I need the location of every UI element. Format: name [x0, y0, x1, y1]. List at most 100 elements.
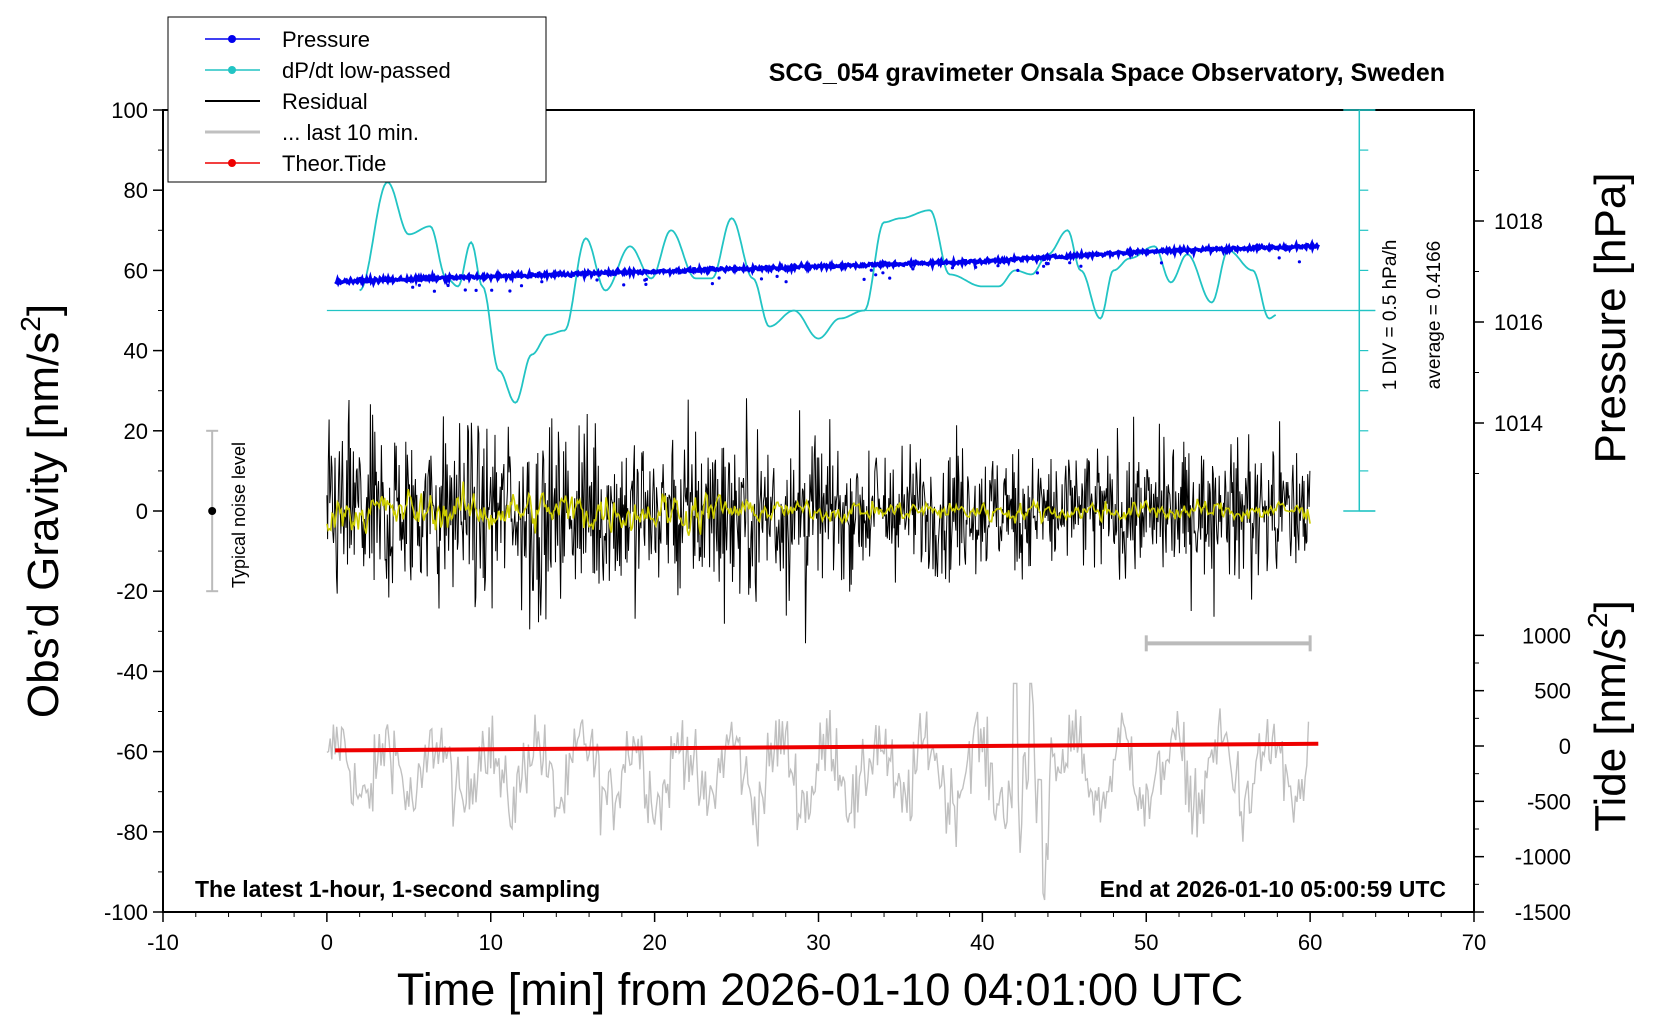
legend-label-residual: Residual [282, 89, 368, 114]
pressure-outlier-point [490, 288, 494, 292]
pressure-outlier-point [1159, 261, 1164, 265]
x-tick-label-0: -10 [147, 930, 179, 955]
y-label-left-main: Obs’d Gravity [nm/s [19, 332, 68, 718]
pressure-outlier-point [784, 280, 788, 284]
div-annotation: 1 DIV = 0.5 hPa/h [1380, 240, 1401, 391]
pressure-outlier-point [474, 288, 478, 292]
pressure-outlier-point [1035, 271, 1039, 275]
pressure-outlier-point [1042, 264, 1046, 268]
legend-label-pressure: Pressure [282, 27, 370, 52]
x-tick-label-6: 50 [1134, 930, 1158, 955]
pressure-outlier-point [974, 265, 978, 269]
series-tide-line [335, 741, 1319, 753]
series-last10-line [326, 682, 1310, 901]
pressure-outlier-point [1297, 260, 1301, 264]
series-layer [326, 181, 1320, 901]
legend-marker-dpdt [228, 66, 236, 74]
x-tick-label-8: 70 [1462, 930, 1486, 955]
pressure-outlier-point [710, 282, 715, 286]
pressure-outlier-point [759, 277, 764, 281]
pressure-outlier-point [446, 283, 450, 288]
pressure-outlier-point [911, 267, 915, 271]
tide-tick-label-2: -500 [1527, 789, 1571, 814]
pressure-outlier-point [622, 283, 626, 287]
pressure-outlier-point [519, 284, 524, 288]
y-tick-label-10: 100 [111, 98, 148, 123]
reference-lines [206, 109, 1376, 652]
tide-tick-label-5: 1000 [1522, 623, 1571, 648]
y-label-tide-sup: 2 [1582, 612, 1613, 628]
pressure-outlier-point [463, 288, 467, 292]
legend: Pressure dP/dt low-passed Residual ... l… [167, 16, 547, 183]
pressure-outlier-point [644, 282, 648, 286]
y-tick-label-3: -40 [116, 659, 148, 684]
series-residual-line [326, 398, 1311, 644]
pressure-outlier-point [1016, 268, 1020, 272]
legend-box [167, 16, 547, 183]
pressure-outlier-point [950, 266, 955, 270]
bottom-left-note: The latest 1-hour, 1-second sampling [195, 876, 600, 902]
pressure-outlier-point [869, 268, 873, 272]
tide-tick-label-3: 0 [1559, 734, 1571, 759]
x-tick-label-1: 0 [321, 930, 333, 955]
pressure-outlier-point [996, 264, 1000, 268]
pressure-outlier-point [644, 277, 649, 281]
pressure-outlier-point [595, 278, 599, 282]
y-tick-label-7: 40 [124, 339, 148, 364]
series-residual-lowpass-line [326, 481, 1311, 536]
pressure-outlier-point [508, 289, 512, 293]
pressure-outlier-point [717, 276, 721, 280]
axes: -10 0 10 20 30 40 50 60 70-100-80-60-40-20020406… [104, 98, 1571, 955]
pressure-outlier-point [1068, 261, 1072, 265]
tide-tick-label-1: -1000 [1515, 845, 1571, 870]
legend-label-tide: Theor.Tide [282, 151, 386, 176]
pressure-outlier-point [1277, 256, 1281, 260]
y-label-left-sup: 2 [15, 316, 46, 332]
series-dpdt-line [359, 181, 1277, 404]
pressure-outlier-point [540, 280, 544, 284]
x-axis-label: Time [min] from 2026-01-10 04:01:00 UTC [397, 964, 1243, 1015]
pressure-outlier-point [881, 271, 885, 275]
pressure-tick-label-2: 1018 [1494, 209, 1543, 234]
noise-bar-center [208, 507, 217, 515]
series-pressure-line [334, 238, 1320, 289]
pressure-outlier-point [417, 283, 421, 287]
y-tick-label-2: -60 [116, 740, 148, 765]
legend-marker-pressure [228, 35, 236, 43]
y-axis-label-tide: Tide [nm/s2] [1582, 600, 1635, 832]
pressure-tick-label-0: 1014 [1494, 411, 1543, 436]
chart-title: SCG_054 gravimeter Onsala Space Observat… [769, 59, 1445, 87]
y-label-left-end: ] [19, 304, 68, 316]
legend-marker-tide [228, 159, 236, 167]
average-annotation: average = 0.4166 [1424, 241, 1445, 389]
y-tick-label-8: 60 [124, 258, 148, 283]
legend-label-dpdt: dP/dt low-passed [282, 58, 451, 83]
x-tick-label-5: 40 [970, 930, 994, 955]
x-tick-label-3: 20 [642, 930, 666, 955]
bottom-right-note: End at 2026-01-10 05:00:59 UTC [1100, 876, 1446, 902]
y-tick-label-0: -100 [104, 900, 148, 925]
pressure-outlier-point [874, 273, 878, 277]
pressure-tick-label-1: 1016 [1494, 310, 1543, 335]
y-tick-label-6: 20 [124, 419, 148, 444]
y-label-tide-main: Tide [nm/s [1586, 628, 1635, 832]
y-axis-label-left: Obs’d Gravity [nm/s2] [15, 304, 68, 718]
pressure-outlier-point [862, 277, 866, 281]
y-tick-label-9: 80 [124, 178, 148, 203]
pressure-outlier-point [411, 285, 415, 289]
y-axis-label-pressure: Pressure [hPa] [1586, 172, 1635, 463]
pressure-outlier-point [775, 274, 779, 278]
x-tick-label-4: 30 [806, 930, 830, 955]
pressure-outlier-point [1079, 264, 1083, 268]
x-tick-label-2: 10 [479, 930, 503, 955]
x-tick-label-7: 60 [1298, 930, 1322, 955]
noise-annotation: Typical noise level [229, 442, 249, 588]
pressure-outlier-point [1044, 261, 1048, 265]
y-tick-label-5: 0 [136, 499, 148, 524]
tide-tick-label-0: -1500 [1515, 900, 1571, 925]
pressure-outlier-point [432, 289, 436, 293]
y-tick-label-1: -80 [116, 820, 148, 845]
y-label-tide-end: ] [1586, 600, 1635, 612]
pressure-outlier-point [888, 276, 892, 280]
